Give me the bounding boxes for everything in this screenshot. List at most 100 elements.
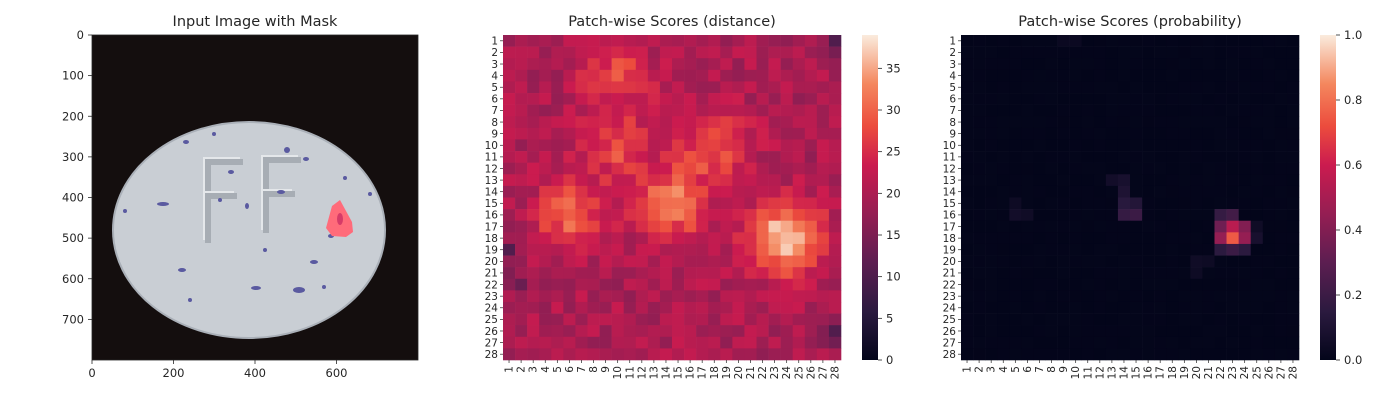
prob-y-tick-label: 15 bbox=[943, 198, 956, 210]
prob-heatmap-cell bbox=[1190, 116, 1203, 129]
prob-heatmap-cell bbox=[1117, 348, 1131, 361]
dist-heatmap-cell bbox=[515, 313, 528, 326]
dist-heatmap-cell bbox=[575, 174, 588, 187]
dist-heatmap-cell bbox=[563, 197, 576, 210]
dist-heatmap-cell bbox=[515, 197, 528, 210]
prob-heatmap-cell bbox=[1190, 348, 1203, 361]
dist-x-tick-label: 22 bbox=[757, 366, 769, 379]
prob-heatmap-cell bbox=[1202, 58, 1215, 71]
dist-heatmap-cell bbox=[672, 255, 685, 268]
prob-heatmap-cell bbox=[1238, 162, 1252, 175]
prob-heatmap-cell bbox=[1142, 278, 1155, 291]
prob-heatmap-cell bbox=[973, 290, 986, 303]
dist-heatmap-cell bbox=[816, 209, 830, 222]
dist-heatmap-cell bbox=[828, 278, 842, 291]
dist-heatmap-cell bbox=[515, 104, 528, 117]
dist-heatmap-cell bbox=[563, 278, 576, 291]
dist-heatmap-cell bbox=[696, 197, 709, 210]
prob-heatmap-cell bbox=[1105, 81, 1119, 94]
prob-heatmap-cell bbox=[1226, 81, 1239, 94]
dist-heatmap-cell bbox=[623, 93, 637, 105]
dist-heatmap-cell bbox=[816, 104, 830, 117]
prob-heatmap-cell bbox=[973, 46, 986, 59]
dist-heatmap-cell bbox=[804, 243, 818, 256]
prob-heatmap-cell bbox=[973, 127, 986, 140]
dist-x-tick-label: 8 bbox=[588, 366, 600, 373]
dist-heatmap-cell bbox=[611, 255, 625, 268]
prob-heatmap-cell bbox=[973, 255, 986, 268]
dist-heatmap-cell bbox=[539, 348, 552, 361]
dist-heatmap-cell bbox=[611, 325, 625, 338]
dist-heatmap-cell bbox=[828, 139, 842, 152]
prob-heatmap-cell bbox=[1166, 290, 1179, 303]
prob-heatmap-cell bbox=[1045, 104, 1058, 117]
dist-y-tick-label: 12 bbox=[485, 163, 498, 175]
prob-heatmap-cell bbox=[997, 336, 1010, 349]
prob-heatmap-cell bbox=[1154, 58, 1167, 71]
prob-heatmap-cell bbox=[1166, 209, 1179, 222]
prob-heatmap-cell bbox=[973, 197, 986, 210]
dist-heatmap-cell bbox=[708, 220, 721, 233]
prob-heatmap-cell bbox=[1154, 209, 1167, 222]
prob-heatmap-cell bbox=[1154, 81, 1167, 94]
prob-heatmap-cell bbox=[1009, 139, 1022, 152]
input-image-panel: Input Image with Mask bbox=[62, 14, 419, 380]
prob-heatmap-cell bbox=[1021, 232, 1034, 245]
prob-heatmap-cell bbox=[1057, 58, 1070, 71]
prob-heatmap-cell bbox=[1117, 116, 1131, 129]
prob-heatmap-cell bbox=[1045, 81, 1058, 94]
prob-heatmap-cell bbox=[997, 46, 1010, 59]
probability-heatmap-title: Patch-wise Scores (probability) bbox=[1018, 14, 1241, 30]
dist-heatmap-cell bbox=[611, 232, 625, 245]
dist-heatmap-cell bbox=[611, 174, 625, 187]
prob-heatmap-cell bbox=[1190, 127, 1203, 140]
dist-heatmap-cell bbox=[515, 243, 528, 256]
dist-heatmap-cell bbox=[503, 290, 516, 303]
dist-heatmap-cell bbox=[780, 232, 794, 245]
dist-heatmap-cell bbox=[732, 209, 745, 222]
prob-y-tick-label: 2 bbox=[949, 47, 956, 59]
dist-heatmap-cell bbox=[551, 278, 564, 291]
prob-heatmap-cell bbox=[1178, 255, 1191, 268]
prob-heatmap-cell bbox=[1130, 336, 1143, 349]
prob-heatmap-cell bbox=[1274, 46, 1288, 59]
prob-heatmap-cell bbox=[1142, 325, 1155, 338]
prob-heatmap-cell bbox=[1250, 35, 1264, 47]
prob-heatmap-cell bbox=[1142, 301, 1155, 314]
dist-heatmap-cell bbox=[696, 127, 709, 140]
dist-heatmap-cell bbox=[563, 174, 576, 187]
dist-heatmap-cell bbox=[792, 139, 806, 152]
dist-heatmap-cell bbox=[659, 151, 673, 163]
dist-heatmap-cell bbox=[551, 69, 564, 82]
dist-heatmap-cell bbox=[599, 58, 612, 71]
prob-heatmap-cell bbox=[1057, 162, 1070, 175]
prob-heatmap-cell bbox=[1009, 348, 1022, 361]
dist-heatmap-cell bbox=[599, 243, 612, 256]
dist-heatmap-cell bbox=[792, 243, 806, 256]
dist-colorbar-tick-label: 25 bbox=[886, 145, 901, 159]
dist-heatmap-cell bbox=[647, 197, 661, 210]
prob-heatmap-cell bbox=[1178, 151, 1191, 163]
prob-heatmap-cell bbox=[1069, 93, 1083, 105]
prob-heatmap-cell bbox=[1238, 278, 1252, 291]
prob-heatmap-cell bbox=[1250, 232, 1264, 245]
prob-heatmap-cell bbox=[1130, 348, 1143, 361]
distance-heatmap-panel: Patch-wise Scores (distance) 1 2 3 4 5 6 7 8 9 10… bbox=[485, 14, 901, 379]
dist-heatmap-cell bbox=[768, 313, 781, 326]
prob-heatmap-cell bbox=[1130, 290, 1143, 303]
prob-heatmap-cell bbox=[961, 301, 974, 314]
prob-heatmap-cell bbox=[1105, 232, 1119, 245]
dist-heatmap-cell bbox=[587, 209, 600, 222]
prob-heatmap-cell bbox=[1154, 93, 1167, 105]
prob-heatmap-cell bbox=[1033, 35, 1046, 47]
image-y-tick-label: 300 bbox=[62, 150, 84, 164]
dist-heatmap-cell bbox=[816, 116, 830, 129]
prob-heatmap-cell bbox=[1226, 232, 1239, 245]
prob-heatmap-cell bbox=[1190, 174, 1203, 187]
dist-heatmap-cell bbox=[659, 255, 673, 268]
prob-heatmap-cell bbox=[1081, 255, 1095, 268]
dist-heatmap-cell bbox=[696, 151, 709, 163]
dist-heatmap-cell bbox=[503, 151, 516, 163]
prob-heatmap-cell bbox=[1166, 174, 1179, 187]
dist-heatmap-cell bbox=[659, 174, 673, 187]
